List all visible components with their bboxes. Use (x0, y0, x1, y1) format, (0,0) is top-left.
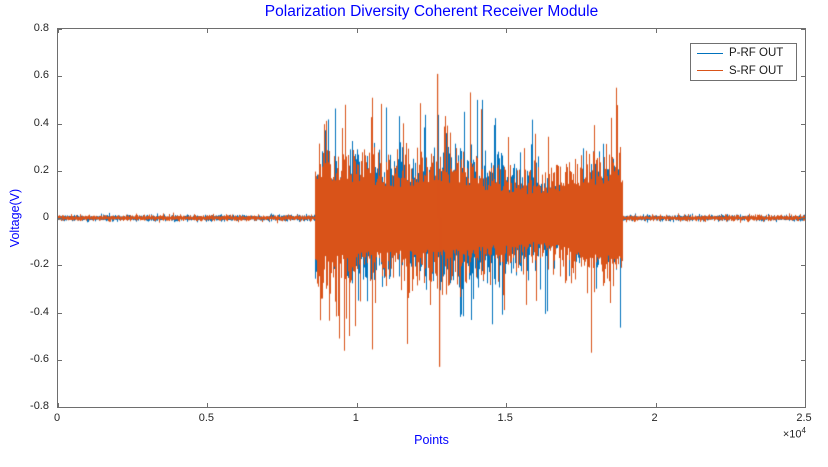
x-tick-label: 1 (352, 412, 359, 424)
x-tick-mark (357, 29, 358, 33)
y-tick-label: -0.6 (30, 352, 49, 365)
y-tick-mark (801, 360, 805, 361)
x-tick-label: 2.5 (796, 412, 812, 424)
plot-title: Polarization Diversity Coherent Receiver… (264, 3, 599, 20)
plot-area (57, 28, 806, 408)
x-tick-mark (506, 403, 507, 407)
x-tick-label: 0.5 (198, 412, 215, 424)
y-tick-mark (801, 218, 805, 219)
x-tick-label: 1.5 (497, 412, 513, 424)
x-axis-multiplier: ×104 (740, 426, 806, 441)
y-tick-mark (58, 29, 62, 30)
x-tick-mark (58, 403, 59, 407)
x-tick-mark (805, 29, 806, 33)
y-tick-mark (801, 313, 805, 314)
legend-label-p-rf: P-RF OUT (729, 47, 784, 60)
legend-entry-p-rf: P-RF OUT (691, 45, 796, 62)
x-axis-multiplier-power: 4 (801, 426, 806, 435)
x-tick-mark (58, 29, 59, 33)
x-tick-mark (207, 29, 208, 33)
x-tick-mark (656, 29, 657, 33)
p-rf-line-sample-icon (697, 52, 723, 54)
y-tick-mark (801, 265, 805, 266)
signal-canvas (58, 29, 805, 407)
s-rf-line-sample-icon (697, 70, 723, 72)
y-tick-mark (58, 265, 62, 266)
x-tick-mark (805, 403, 806, 407)
y-tick-label: 0.2 (33, 163, 49, 176)
y-tick-mark (801, 407, 805, 408)
y-tick-label: 0 (42, 211, 49, 223)
y-tick-mark (58, 76, 62, 77)
y-tick-label: -0.2 (30, 258, 49, 271)
y-tick-mark (58, 360, 62, 361)
x-tick-mark (506, 29, 507, 33)
y-tick-mark (801, 171, 805, 172)
x-tick-mark (207, 403, 208, 407)
x-axis-label: Points (414, 433, 449, 447)
legend-label-s-rf: S-RF OUT (729, 64, 784, 77)
y-tick-label: 0.6 (33, 69, 49, 82)
y-tick-mark (801, 124, 805, 125)
x-tick-mark (656, 403, 657, 407)
y-tick-label: 0.4 (33, 116, 49, 129)
y-tick-mark (58, 171, 62, 172)
y-tick-mark (58, 218, 62, 219)
y-tick-mark (58, 313, 62, 314)
x-tick-label: 0 (53, 412, 61, 424)
y-tick-mark (801, 76, 805, 77)
y-tick-label: 0.8 (33, 22, 49, 34)
x-axis-multiplier-base: ×10 (782, 428, 802, 441)
y-tick-mark (801, 29, 805, 30)
y-tick-label: -0.8 (30, 400, 49, 412)
y-tick-label: -0.4 (30, 305, 49, 318)
legend[interactable]: P-RF OUT S-RF OUT (690, 43, 797, 81)
y-tick-mark (58, 124, 62, 125)
legend-entry-s-rf: S-RF OUT (691, 62, 796, 79)
x-tick-label: 2 (651, 412, 658, 424)
x-tick-mark (357, 403, 358, 407)
y-tick-mark (58, 407, 62, 408)
